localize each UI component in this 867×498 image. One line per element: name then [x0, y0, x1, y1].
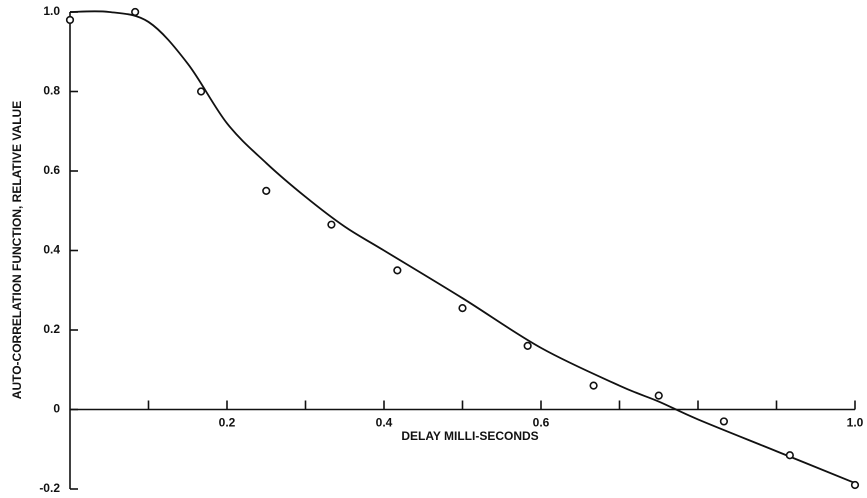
data-point: [785, 451, 794, 460]
y-tick-label: -0.2: [39, 481, 60, 495]
y-tick-label: 0.2: [43, 322, 60, 336]
data-point: [327, 220, 336, 229]
y-tick-label: 1.0: [43, 4, 60, 18]
y-tick-label: 0: [53, 402, 60, 416]
fit-curve: [69, 10, 856, 484]
y-tick-label: 0.4: [43, 243, 60, 257]
data-point: [393, 266, 402, 275]
data-point: [589, 381, 598, 390]
x-tick-label: 1.0: [847, 416, 864, 430]
y-tick-label: 0.8: [43, 84, 60, 98]
data-point: [523, 341, 532, 351]
data-point: [196, 87, 206, 96]
y-tick-label: 0.6: [43, 163, 60, 177]
data-point: [654, 391, 663, 400]
x-tick-label: 0.4: [376, 416, 393, 430]
data-point: [65, 15, 75, 25]
x-tick-label: 0.6: [533, 416, 550, 430]
data-point: [262, 186, 271, 195]
x-axis-label: DELAY MILLI-SECONDS: [401, 429, 538, 443]
data-point: [458, 304, 467, 313]
data-point: [850, 480, 860, 490]
y-axis-label: AUTO-CORRELATION FUNCTION, RELATIVE VALU…: [10, 101, 24, 399]
data-point: [719, 417, 729, 426]
data-point: [131, 7, 140, 17]
x-tick-label: 0.2: [219, 416, 236, 430]
